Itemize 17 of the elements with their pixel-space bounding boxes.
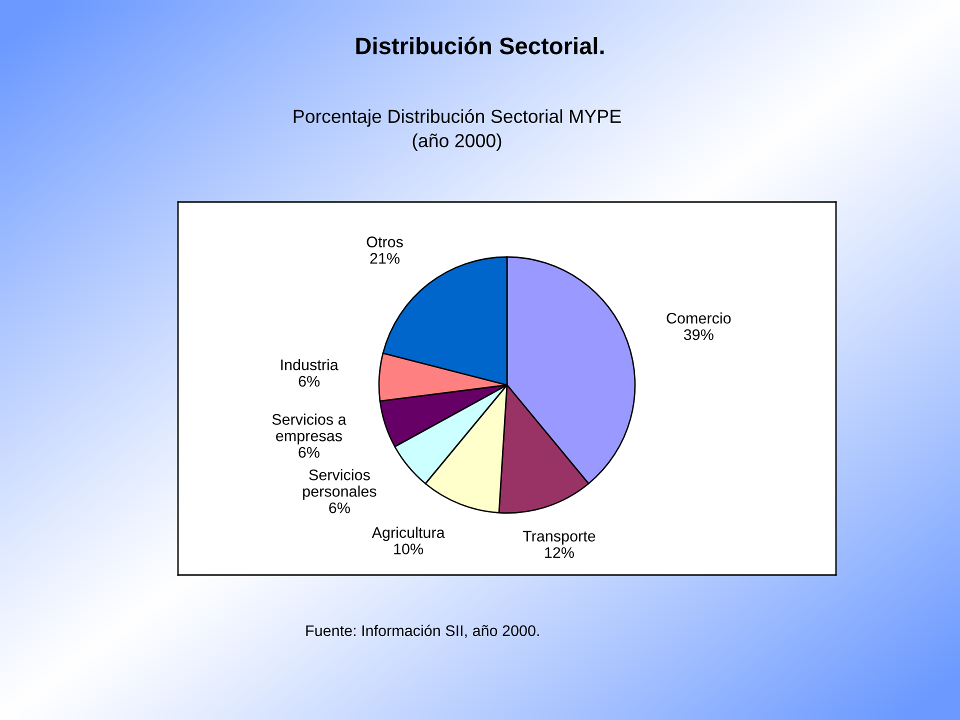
slice-label: Industria: [281, 359, 338, 370]
slice-label: Servicios personales: [303, 469, 376, 500]
chart-title: Distribución Sectorial.: [356, 36, 604, 54]
slice-label: Servicios a empresas: [272, 414, 346, 444]
data-label: 10%: [394, 544, 424, 554]
slice-label: Otros: [366, 236, 403, 248]
data-label: 6%: [298, 446, 320, 458]
slice-label: Transporte: [522, 530, 596, 545]
data-label: 6%: [329, 502, 350, 514]
slice-label: Agricultura: [372, 526, 445, 541]
chart-subtitle: Porcentaje Distribución Sectorial MYPE (año 2000): [294, 109, 621, 151]
data-label: 6%: [298, 376, 320, 387]
data-label: 12%: [545, 547, 574, 558]
slice-label: Comercio: [666, 312, 731, 324]
data-label: 21%: [370, 253, 400, 264]
source-note: Fuente: Información SII, año 2000.: [306, 624, 539, 638]
data-label: 39%: [684, 329, 714, 340]
